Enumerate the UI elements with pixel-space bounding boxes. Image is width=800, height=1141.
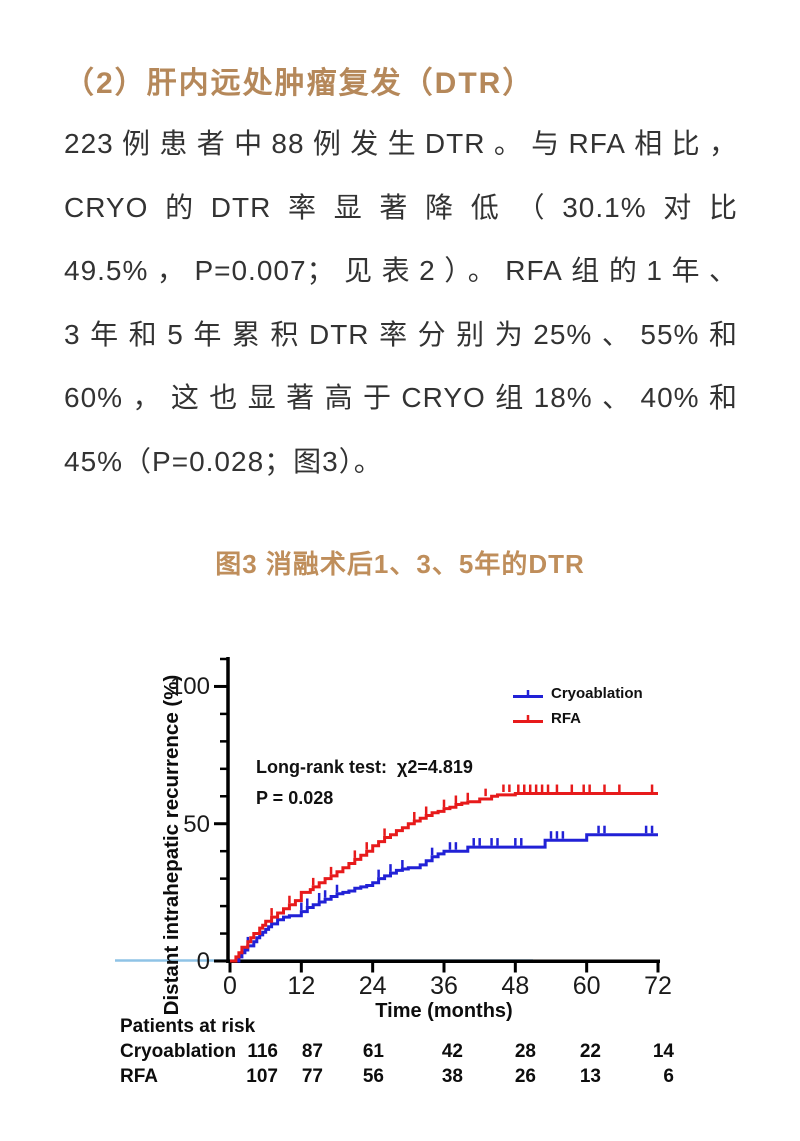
risk-count: 13 <box>579 1066 601 1087</box>
legend-marker-icon <box>513 689 543 698</box>
x-tick-label: 48 <box>501 972 530 1000</box>
risk-count: 22 <box>579 1041 601 1062</box>
body-paragraph: 223例患者中88例发生DTR。与RFA相比， CRYO的DTR率显著降低（30… <box>64 112 738 493</box>
y-tick-label: 0 <box>196 948 210 975</box>
legend-item-rfa: RFA <box>512 706 643 731</box>
x-tick-label: 72 <box>644 972 672 1000</box>
risk-count: 56 <box>362 1066 384 1087</box>
risk-count: 6 <box>663 1066 674 1087</box>
stat-annotation: Long-rank test: χ2=4.819 P = 0.028 <box>256 752 473 814</box>
x-tick-label: 24 <box>358 972 387 1000</box>
paragraph-line: CRYO的DTR率显著降低（30.1%对比 <box>64 191 738 223</box>
risk-count: 42 <box>441 1041 463 1062</box>
legend-item-cryoablation: Cryoablation <box>512 681 643 706</box>
curve-rfa <box>230 792 658 963</box>
risk-row-label: RFA <box>120 1066 158 1087</box>
risk-count: 38 <box>441 1066 463 1087</box>
risk-count: 87 <box>301 1041 323 1062</box>
x-axis-title: Time (months) <box>375 1000 513 1022</box>
risk-row-label: Cryoablation <box>120 1041 237 1062</box>
risk-count: 107 <box>246 1066 278 1087</box>
curve-cryoablation <box>230 833 658 963</box>
paragraph-line: 3年和5年累积DTR率分别为25%、55%和 <box>64 318 738 350</box>
legend-marker-icon <box>513 714 543 723</box>
figure-caption: 图3 消融术后1、3、5年的DTR <box>215 549 585 579</box>
x-tick-label: 36 <box>430 972 458 1000</box>
legend-label: Cryoablation <box>551 685 643 702</box>
risk-count: 26 <box>514 1066 536 1087</box>
stat-annotation-line1: Long-rank test: χ2=4.819 <box>256 757 473 777</box>
risk-count: 28 <box>514 1041 536 1062</box>
stat-annotation-line2: P = 0.028 <box>256 788 334 808</box>
risk-table-title: Patients at risk <box>120 1016 256 1037</box>
risk-count: 116 <box>247 1041 278 1062</box>
risk-count: 14 <box>652 1041 674 1062</box>
paragraph-line: 223例患者中88例发生DTR。与RFA相比， <box>64 128 738 159</box>
section-heading: （2）肝内远处肿瘤复发（DTR） <box>64 67 535 100</box>
x-tick-label: 60 <box>572 972 601 1000</box>
paragraph-line: 60%，这也显著高于CRYO组18%、40%和 <box>64 382 738 413</box>
paragraph-line: 45%（P=0.028；图3）。 <box>64 445 383 477</box>
y-tick-label: 50 <box>183 810 210 838</box>
legend-label: RFA <box>551 710 581 727</box>
x-tick-label: 12 <box>287 972 316 1000</box>
risk-count: 77 <box>301 1066 323 1087</box>
y-tick-label: 100 <box>169 673 210 701</box>
paragraph-line: 49.5%，P=0.007；见表2）。RFA组的1年、 <box>64 255 738 286</box>
chart-legend: Cryoablation RFA <box>512 681 643 731</box>
risk-count: 61 <box>362 1041 384 1062</box>
x-tick-label: 0 <box>223 972 237 1000</box>
